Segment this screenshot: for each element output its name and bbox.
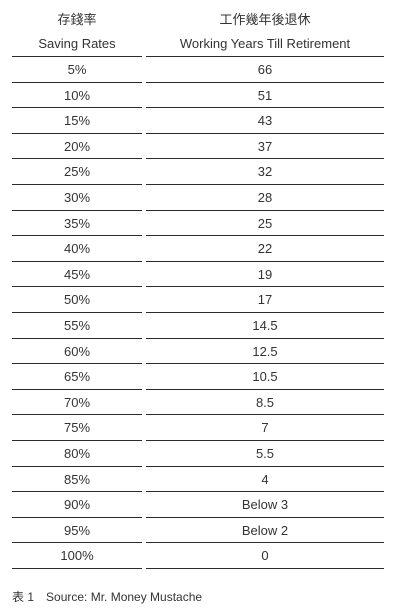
table-row: 30% 28 [12,185,384,211]
working-years-cell: 22 [146,236,384,262]
working-years-cell: 43 [146,108,384,134]
table-row: 65% 10.5 [12,364,384,390]
saving-rate-cell: 35% [12,211,142,237]
working-years-cell: 12.5 [146,339,384,365]
table-row: 25% 32 [12,159,384,185]
working-years-cell: 51 [146,83,384,109]
working-years-cell: 7 [146,415,384,441]
working-years-cell: 66 [146,57,384,83]
table-row: 60% 12.5 [12,339,384,365]
table-row: 55% 14.5 [12,313,384,339]
table-row: 5% 66 [12,57,384,83]
saving-rate-cell: 85% [12,467,142,493]
table-row: 40% 22 [12,236,384,262]
working-years-cell: 25 [146,211,384,237]
working-years-cell: 8.5 [146,390,384,416]
saving-rate-cell: 70% [12,390,142,416]
table-row: 50% 17 [12,287,384,313]
caption-source: Source: Mr. Money Mustache [46,590,203,604]
table-row: 20% 37 [12,134,384,160]
working-years-cell: 4 [146,467,384,493]
working-years-cell: 37 [146,134,384,160]
table-row: 100% 0 [12,543,384,569]
saving-rate-cell: 55% [12,313,142,339]
table-row: 85% 4 [12,467,384,493]
saving-rate-cell: 95% [12,518,142,544]
working-years-cell: Below 3 [146,492,384,518]
saving-rate-cell: 40% [12,236,142,262]
header-saving-rates-zh: 存錢率 [57,12,97,27]
saving-rate-cell: 20% [12,134,142,160]
working-years-cell: 5.5 [146,441,384,467]
table-row: 35% 25 [12,211,384,237]
saving-rate-cell: 75% [12,415,142,441]
table-row: 10% 51 [12,83,384,109]
saving-rate-cell: 30% [12,185,142,211]
header-saving-rates: 存錢率 Saving Rates [12,8,142,57]
saving-rate-cell: 10% [12,83,142,109]
saving-rate-cell: 45% [12,262,142,288]
working-years-cell: 17 [146,287,384,313]
working-years-cell: 0 [146,543,384,569]
saving-rate-cell: 60% [12,339,142,365]
saving-rate-cell: 90% [12,492,142,518]
caption-label: 表 1 [12,590,35,604]
table-body: 5% 66 10% 51 15% 43 20% 37 25% 32 30% 28 35% 25 40% 22 4… [12,57,384,569]
table-row: 80% 5.5 [12,441,384,467]
working-years-cell: 14.5 [146,313,384,339]
table-row: 45% 19 [12,262,384,288]
working-years-cell: 19 [146,262,384,288]
header-working-years-zh: 工作幾年後退休 [219,12,311,27]
table-row: 95% Below 2 [12,518,384,544]
saving-rate-cell: 80% [12,441,142,467]
savings-retirement-table: 存錢率 Saving Rates 工作幾年後退休 Working Years T… [12,8,384,569]
header-working-years: 工作幾年後退休 Working Years Till Retirement [146,8,384,57]
saving-rate-cell: 5% [12,57,142,83]
table-row: 90% Below 3 [12,492,384,518]
working-years-cell: 32 [146,159,384,185]
table-row: 75% 7 [12,415,384,441]
saving-rate-cell: 50% [12,287,142,313]
saving-rate-cell: 15% [12,108,142,134]
header-saving-rates-en: Saving Rates [38,36,116,51]
working-years-cell: 28 [146,185,384,211]
saving-rate-cell: 100% [12,543,142,569]
header-working-years-en: Working Years Till Retirement [179,36,351,51]
table-caption: 表 1 Source: Mr. Money Mustache [12,589,202,605]
working-years-cell: Below 2 [146,518,384,544]
table-header-row: 存錢率 Saving Rates 工作幾年後退休 Working Years T… [12,8,384,57]
table-row: 15% 43 [12,108,384,134]
saving-rate-cell: 25% [12,159,142,185]
table-row: 70% 8.5 [12,390,384,416]
saving-rate-cell: 65% [12,364,142,390]
working-years-cell: 10.5 [146,364,384,390]
